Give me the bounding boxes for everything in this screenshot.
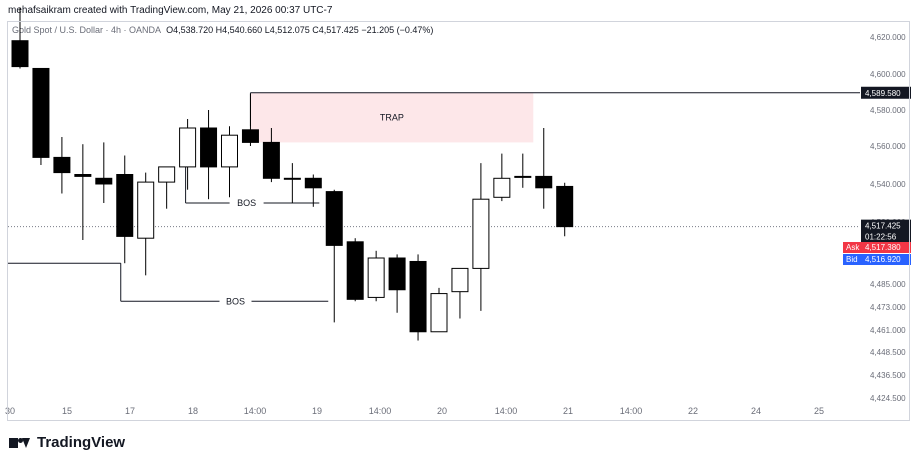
bos-lower-label: BOS: [226, 296, 245, 306]
ask-label: Ask: [846, 243, 860, 252]
price-axis-tick-label: 4,580.000: [870, 106, 906, 115]
high-value: H4,540.660: [215, 25, 263, 35]
candle-body-down: [535, 175, 553, 189]
time-axis-tick-label: 30: [5, 406, 15, 416]
time-axis-tick-label: 14:00: [620, 406, 643, 416]
time-axis-tick-label: 20: [437, 406, 447, 416]
price-axis-tick-label: 4,485.000: [870, 280, 906, 289]
low-value: L4,512.075: [264, 25, 310, 35]
time-axis-tick-label: 14:00: [495, 406, 518, 416]
price-axis-tick-label: 4,560.000: [870, 142, 906, 151]
bid-price-value: 4,516.920: [865, 255, 901, 264]
open-value: O4,538.720: [166, 25, 214, 35]
candle-body-up: [179, 127, 197, 168]
candle-body-down: [53, 156, 71, 174]
price-axis-tick-label: 4,436.500: [870, 371, 906, 380]
candle-body-up: [493, 177, 511, 198]
ask-price-value: 4,517.380: [865, 243, 901, 252]
candle-body-up: [430, 293, 448, 333]
time-axis-tick-label: 14:00: [369, 406, 392, 416]
time-axis-tick-label: 24: [751, 406, 761, 416]
candle-body-down: [74, 174, 92, 177]
price-axis-tick-label: 4,448.500: [870, 348, 906, 357]
candle-body-down: [409, 260, 427, 333]
trap-label: TRAP: [380, 113, 404, 123]
time-axis-tick-label: 18: [188, 406, 198, 416]
price-axis-tick-label: 4,424.500: [870, 394, 906, 403]
candle-body-up: [451, 267, 469, 293]
candle-countdown: 01:22:56: [865, 233, 897, 242]
candle-body-down: [116, 174, 134, 237]
change-value: −21.205 (−0.47%): [361, 25, 434, 35]
candle-body-up: [472, 198, 490, 269]
time-axis-tick-label: 22: [688, 406, 698, 416]
ask-label-tag: [843, 242, 861, 253]
chart-attribution: mehafsaikram created with TradingView.co…: [8, 5, 333, 16]
candle-body-up: [158, 166, 176, 183]
price-axis-tick-label: 4,620.000: [870, 33, 906, 42]
candle-body-down: [388, 257, 406, 291]
last-price-value: 4,517.425: [865, 222, 901, 231]
candle-body-down: [262, 141, 280, 179]
candle-body-up: [283, 177, 301, 180]
bid-label: Bid: [846, 255, 858, 264]
candle-body-up: [514, 175, 532, 178]
time-axis-tick-label: 19: [312, 406, 322, 416]
ohlc-legend: Gold Spot / U.S. Dollar · 4h · OANDA O4,…: [12, 25, 433, 35]
price-axis-tick-label: 4,461.000: [870, 326, 906, 335]
candle-body-up: [137, 181, 155, 239]
price-axis-tick-label: 4,600.000: [870, 70, 906, 79]
candle-body-down: [32, 67, 50, 158]
level-price-tag: [861, 86, 911, 99]
bid-label-tag: [843, 254, 861, 265]
trap-zone: [250, 92, 534, 143]
time-axis-tick-label: 14:00: [244, 406, 267, 416]
close-value: C4,517.425: [312, 25, 359, 35]
time-axis-tick-label: 15: [62, 406, 72, 416]
time-axis-tick-label: 25: [814, 406, 824, 416]
candlestick-chart[interactable]: 4,620.000 4,600.000 4,580.000 4,560.000 4,54…: [0, 0, 921, 430]
last-price-tag: [861, 219, 911, 244]
price-axis-tick-label: 4,473.000: [870, 303, 906, 312]
candle-body-down: [346, 241, 364, 300]
candle-body-down: [304, 177, 322, 189]
bos-upper-label: BOS: [237, 198, 256, 208]
time-axis-tick-label: 21: [563, 406, 573, 416]
candle-body-up: [367, 257, 385, 298]
candle-body-down: [200, 127, 218, 168]
symbol-description: Gold Spot / U.S. Dollar · 4h · OANDA: [12, 25, 162, 35]
tradingview-logo-icon: [9, 436, 31, 450]
price-axis-tick-label: 4,540.000: [870, 180, 906, 189]
candle-body-down: [95, 177, 113, 185]
candle-body-up: [221, 134, 238, 168]
candle-body-down: [325, 191, 343, 246]
candle-body-down: [556, 185, 574, 228]
tradingview-brand: TradingView: [37, 434, 126, 451]
ask-price-tag: [861, 242, 911, 253]
candle-body-down: [11, 40, 29, 68]
time-axis-tick-label: 17: [125, 406, 135, 416]
bid-price-tag: [861, 254, 911, 265]
footer: TradingView: [9, 434, 125, 451]
candle-body-down: [241, 129, 259, 143]
level-price-tag-text: 4,589.580: [865, 89, 901, 98]
